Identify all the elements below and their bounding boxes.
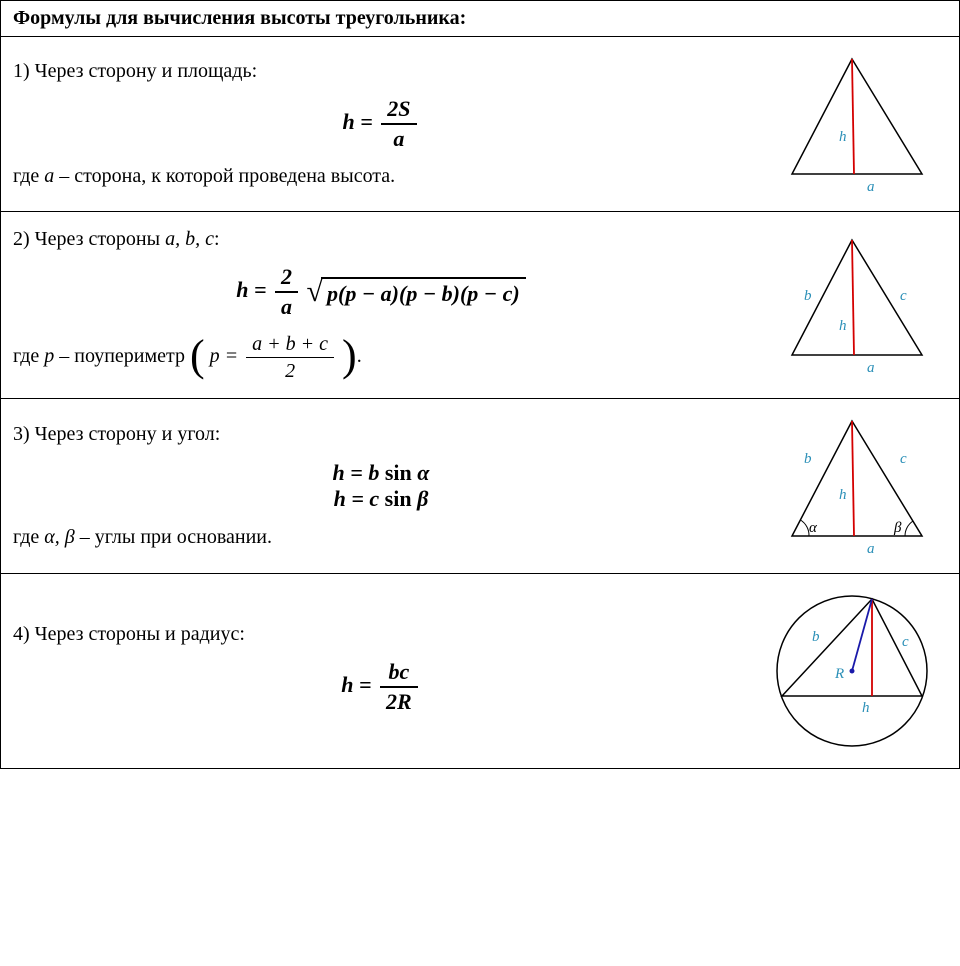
section-3-formula: h = b sin α h = c sin β xyxy=(13,460,749,512)
page-title: Формулы для вычисления высоты треугольни… xyxy=(1,1,959,37)
section-1: 1) Через сторону и площадь: h = 2S a где… xyxy=(1,37,959,212)
section-1-intro: 1) Через сторону и площадь: xyxy=(13,60,749,83)
triangle-2-svg: b c h a xyxy=(767,230,937,380)
section-3-text: 3) Через сторону и угол: h = b sin α h =… xyxy=(13,419,757,553)
angle-beta xyxy=(905,521,913,536)
f2-radicand: p(p − a)(p − b)(p − c) xyxy=(321,277,526,307)
section-1-explain: где a – сторона, к которой проведена выс… xyxy=(13,165,749,188)
label-a-3: a xyxy=(867,541,875,557)
f1-lhs: h xyxy=(342,109,354,134)
triangle-3 xyxy=(792,421,922,536)
label-h-3: h xyxy=(839,487,847,503)
p-lhs: p xyxy=(210,345,220,367)
f2-frac: 2 a xyxy=(275,265,298,319)
p-frac: a + b + c 2 xyxy=(246,333,334,382)
altitude-1 xyxy=(852,59,854,174)
section-4-formula: h = bc 2R xyxy=(13,660,749,714)
section-4-figure: b c R h xyxy=(757,586,947,756)
section-3-figure: b c h α β a xyxy=(757,411,947,561)
section-2-formula: h = 2 a √ p(p − a)(p − b)(p − c) xyxy=(13,265,749,319)
altitude-2 xyxy=(852,240,854,355)
section-3-explain: где α, β – углы при основании. xyxy=(13,526,749,549)
center-dot xyxy=(850,669,855,674)
label-R: R xyxy=(834,666,844,682)
section-1-formula: h = 2S a xyxy=(13,97,749,151)
equals: = xyxy=(360,109,378,134)
section-1-text: 1) Через сторону и площадь: h = 2S a где… xyxy=(13,56,757,192)
triangle-3-svg: b c h α β a xyxy=(767,411,937,561)
f4-frac: bc 2R xyxy=(380,660,418,714)
section-2-figure: b c h a xyxy=(757,230,947,380)
label-h-4: h xyxy=(862,700,870,716)
f1-den: a xyxy=(381,125,416,151)
section-3: 3) Через сторону и угол: h = b sin α h =… xyxy=(1,399,959,574)
label-c-3: c xyxy=(900,451,907,467)
section-3-intro: 3) Через сторону и угол: xyxy=(13,423,749,446)
circle-triangle-svg: b c R h xyxy=(762,586,942,756)
label-h-1: h xyxy=(839,129,847,145)
label-a-1: a xyxy=(867,179,875,195)
label-b-3: b xyxy=(804,451,812,467)
f2-sqrt: √ p(p − a)(p − b)(p − c) xyxy=(307,277,526,307)
section-2-text: 2) Через стороны a, b, c: h = 2 a √ p(p … xyxy=(13,224,757,386)
label-b-4: b xyxy=(812,629,820,645)
label-a-2: a xyxy=(867,360,875,376)
section-4-text: 4) Через стороны и радиус: h = bc 2R xyxy=(13,619,757,724)
triangle-1 xyxy=(792,59,922,174)
f3-line2: h = c sin β xyxy=(13,486,749,512)
f2-lhs: h xyxy=(236,277,248,302)
label-h-2: h xyxy=(839,318,847,334)
label-alpha: α xyxy=(809,520,818,536)
label-beta: β xyxy=(893,520,902,536)
f1-num: 2S xyxy=(381,97,416,125)
section-1-figure: h a xyxy=(757,49,947,199)
angle-alpha xyxy=(801,520,810,536)
section-2-intro: 2) Через стороны a, b, c: xyxy=(13,228,749,251)
label-c-4: c xyxy=(902,634,909,650)
rparen-icon: ) xyxy=(342,338,357,373)
section-2-explain: где p – поупериметр ( p = a + b + c 2 ). xyxy=(13,333,749,382)
triangle-1-svg: h a xyxy=(767,49,937,199)
f4-lhs: h xyxy=(341,672,353,697)
section-4: 4) Через стороны и радиус: h = bc 2R b c… xyxy=(1,574,959,768)
altitude-3 xyxy=(852,421,854,536)
f3-line1: h = b sin α xyxy=(13,460,749,486)
section-4-intro: 4) Через стороны и радиус: xyxy=(13,623,749,646)
label-c-2: c xyxy=(900,288,907,304)
f1-frac: 2S a xyxy=(381,97,416,151)
lparen-icon: ( xyxy=(190,338,205,373)
section-2: 2) Через стороны a, b, c: h = 2 a √ p(p … xyxy=(1,212,959,399)
document: Формулы для вычисления высоты треугольни… xyxy=(0,0,960,769)
label-b-2: b xyxy=(804,288,812,304)
